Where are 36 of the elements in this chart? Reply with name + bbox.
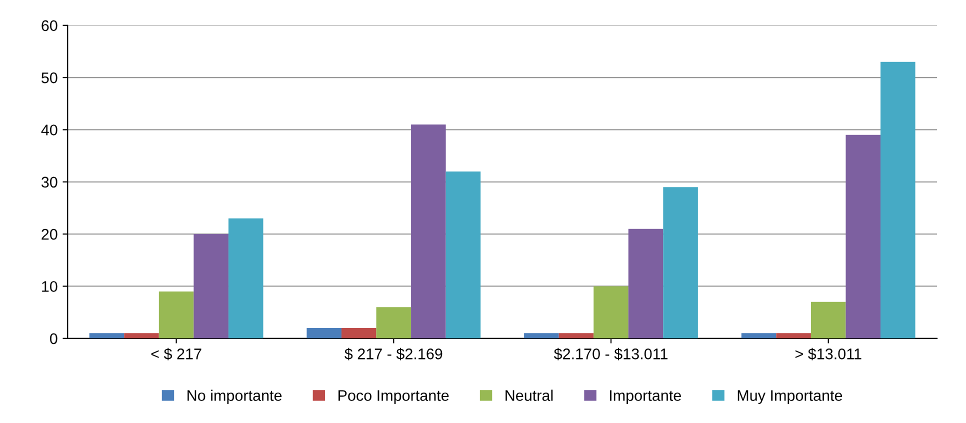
legend-label: Poco Importante <box>338 390 449 404</box>
bar <box>158 291 194 338</box>
bar <box>776 333 811 338</box>
y-tick-label: 20 <box>42 228 58 240</box>
x-tick-label: $ 217 - $2.169 <box>344 348 442 360</box>
y-tick-label: 0 <box>50 333 58 344</box>
legend-label: Muy Importante <box>738 390 842 404</box>
y-tick-label: 60 <box>42 20 58 32</box>
bar <box>741 333 776 338</box>
bar <box>376 307 412 338</box>
bar <box>306 328 342 338</box>
y-tick-label: 10 <box>42 281 58 292</box>
legend-label: No importante <box>188 390 282 404</box>
bar <box>663 187 698 338</box>
bar <box>124 333 159 338</box>
x-tick-label: $2.170 - $13.011 <box>554 348 668 360</box>
x-tick-label: < $ 217 <box>151 348 202 360</box>
bar <box>810 302 846 338</box>
bar <box>524 333 559 338</box>
legend-label: Importante <box>610 390 681 404</box>
y-tick-label: 50 <box>42 72 58 84</box>
bar <box>411 124 446 338</box>
bar <box>558 333 594 338</box>
bar <box>194 234 228 338</box>
bar <box>880 62 916 338</box>
x-tick-label: > $13.011 <box>795 348 862 360</box>
bar <box>89 333 124 338</box>
y-tick-label: 30 <box>41 176 58 188</box>
y-tick-label: 40 <box>41 124 58 136</box>
bar <box>446 171 481 338</box>
bar <box>628 228 664 338</box>
legend-label: Neutral <box>506 390 553 401</box>
bar <box>341 328 376 338</box>
bar <box>594 286 628 338</box>
bar <box>846 134 881 338</box>
bar <box>228 218 264 338</box>
